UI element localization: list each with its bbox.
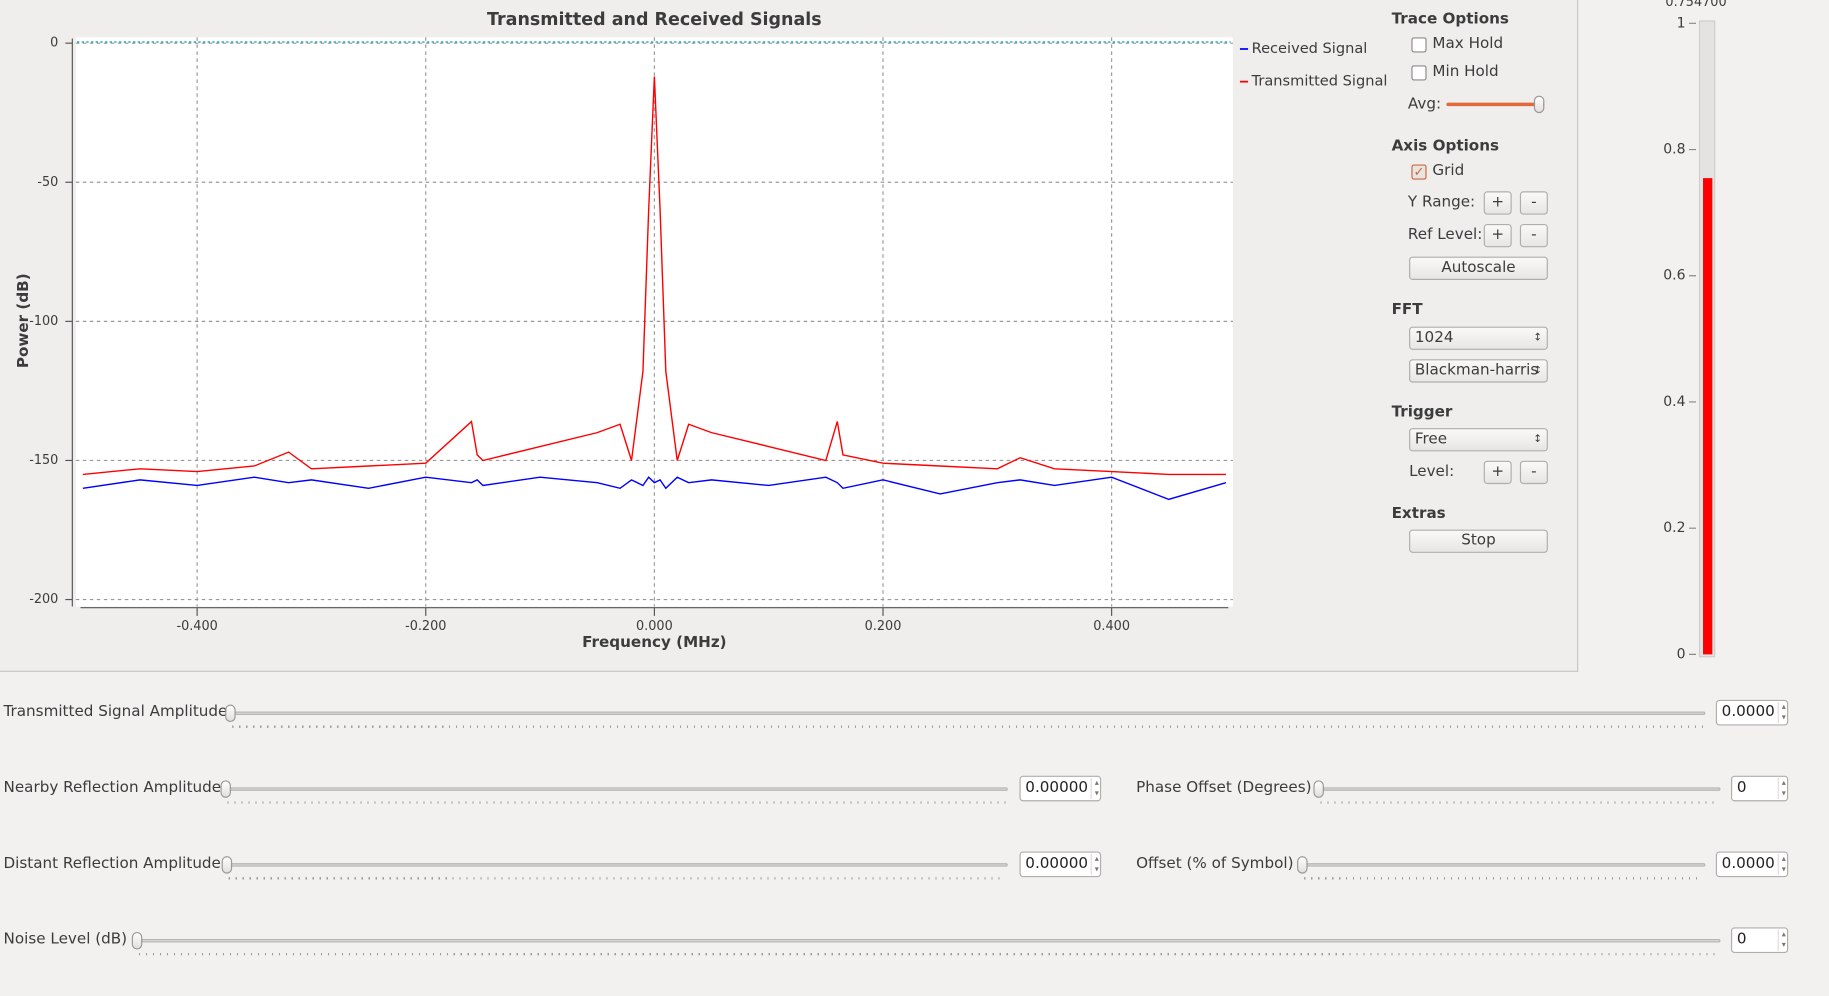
- slider-label: Noise Level (dB): [3, 930, 128, 949]
- slider-ticks: [1320, 801, 1719, 804]
- x-tick-label: 0.000: [636, 619, 673, 634]
- slider-label: Avg:: [1407, 95, 1442, 114]
- gauge-tick-label: 0.6: [1663, 268, 1685, 284]
- label: Y Range:: [1407, 193, 1476, 212]
- plot-area: [75, 37, 1233, 607]
- gauge-tick-label: 0.4: [1663, 394, 1685, 410]
- y-tick-label: -50: [37, 175, 58, 190]
- checkbox-label[interactable]: Max Hold: [1432, 34, 1504, 53]
- slider-label: Transmitted Signal Amplitude: [3, 703, 228, 721]
- y-tick-label: 0: [50, 36, 58, 51]
- chart: Transmitted and Received Signals Frequen…: [14, 10, 1388, 651]
- slider-ticks: [227, 801, 1006, 804]
- legend-box: [1232, 34, 1385, 607]
- label: Ref Level:: [1407, 226, 1483, 244]
- slider-ticks: [138, 952, 1719, 956]
- x-tick-label: 0.200: [865, 619, 902, 634]
- checkbox-label[interactable]: Min Hold: [1432, 62, 1499, 81]
- button[interactable]: -: [1519, 460, 1548, 485]
- section-header: Extras: [1391, 505, 1446, 523]
- slider-label: Offset (% of Symbol): [1136, 855, 1294, 873]
- series-line: [82, 76, 1226, 476]
- checkbox-label[interactable]: Grid: [1432, 162, 1465, 180]
- x-tick-label: -0.200: [405, 619, 446, 634]
- section-header: Axis Options: [1391, 137, 1500, 156]
- legend-label: Transmitted Signal: [1251, 73, 1388, 90]
- section-header: FFT: [1391, 300, 1423, 319]
- y-tick-label: -200: [29, 592, 58, 607]
- chart-title: Transmitted and Received Signals: [487, 10, 822, 30]
- slider-handle[interactable]: [131, 931, 143, 950]
- y-tick-label: -150: [29, 453, 58, 468]
- button[interactable]: Autoscale: [1409, 256, 1548, 280]
- button[interactable]: +: [1483, 460, 1512, 485]
- slider-track[interactable]: [136, 938, 1721, 943]
- dropdown[interactable]: Blackman-harris: [1409, 359, 1548, 383]
- button[interactable]: +: [1483, 223, 1512, 248]
- gauge-value: 0.754700: [1665, 0, 1726, 10]
- gauge-tick-label: 0.2: [1663, 520, 1685, 536]
- slider-ticks: [232, 725, 1704, 728]
- series-line: [82, 476, 1227, 501]
- label: Level:: [1409, 463, 1455, 481]
- spinbox[interactable]: 0: [1731, 927, 1789, 953]
- spinbox[interactable]: 0.00000: [1019, 851, 1102, 878]
- slider-handle[interactable]: [220, 780, 231, 798]
- dropdown[interactable]: 1024: [1409, 326, 1548, 350]
- checkbox[interactable]: [1411, 37, 1427, 53]
- slider-handle[interactable]: [1313, 780, 1324, 798]
- slider-track[interactable]: [1301, 863, 1706, 867]
- x-tick-label: 0.400: [1093, 619, 1130, 634]
- checkbox-checked[interactable]: ✓: [1411, 164, 1427, 180]
- avg-slider[interactable]: [1446, 102, 1545, 107]
- slider-track[interactable]: [229, 711, 1706, 716]
- section-header: Trace Options: [1391, 10, 1509, 28]
- button[interactable]: +: [1483, 191, 1512, 215]
- y-tick-label: -100: [29, 314, 58, 329]
- spinbox[interactable]: 0.0000: [1715, 699, 1789, 726]
- slider-handle[interactable]: [1297, 856, 1308, 874]
- button[interactable]: -: [1519, 223, 1548, 248]
- slider-handle[interactable]: [1533, 95, 1545, 114]
- gauge-tick-label: 1: [1677, 15, 1686, 31]
- checkbox[interactable]: [1411, 65, 1427, 81]
- gauge-bar: [1703, 178, 1713, 655]
- slider-label: Phase Offset (Degrees): [1136, 779, 1312, 797]
- gauge-tick-label: 0: [1677, 646, 1686, 662]
- y-axis-label: Power (dB): [14, 273, 32, 368]
- slider-track[interactable]: [1318, 787, 1721, 791]
- button[interactable]: Stop: [1409, 529, 1548, 553]
- slider-ticks: [1304, 877, 1704, 880]
- slider-label: Nearby Reflection Amplitude: [3, 779, 222, 797]
- slider-handle[interactable]: [225, 704, 236, 723]
- level-gauge: 0 0.2 0.4 0.6 0.8 1 0.754700: [1663, 0, 1726, 662]
- spinbox[interactable]: 0.00000: [1019, 775, 1102, 802]
- button[interactable]: -: [1519, 191, 1548, 215]
- slider-handle[interactable]: [221, 856, 233, 874]
- gauge-tick-label: 0.8: [1663, 142, 1685, 158]
- slider-track[interactable]: [225, 787, 1008, 791]
- slider-ticks: [228, 877, 1006, 880]
- slider-label: Distant Reflection Amplitude: [3, 855, 221, 873]
- x-axis-label: Frequency (MHz): [582, 633, 726, 651]
- section-header: Trigger: [1391, 403, 1453, 422]
- slider-track[interactable]: [226, 863, 1008, 867]
- legend-label: Received Signal: [1252, 40, 1368, 57]
- spinbox[interactable]: 0.0000: [1715, 851, 1789, 878]
- dropdown[interactable]: Free: [1409, 428, 1548, 452]
- spinbox[interactable]: 0: [1731, 775, 1789, 802]
- x-tick-label: -0.400: [176, 619, 217, 634]
